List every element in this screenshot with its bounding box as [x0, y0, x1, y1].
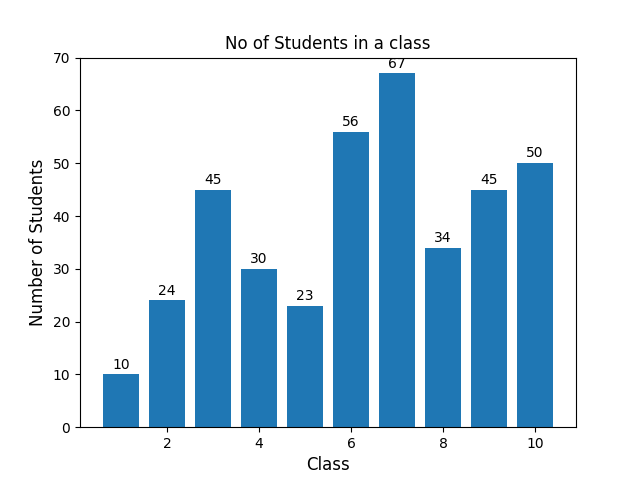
Text: 67: 67: [388, 57, 406, 71]
Bar: [516, 163, 554, 427]
Text: 34: 34: [435, 231, 452, 245]
Text: 10: 10: [112, 358, 130, 372]
Y-axis label: Number of Students: Number of Students: [29, 159, 47, 326]
Bar: [241, 269, 277, 427]
Bar: [470, 190, 508, 427]
Title: No of Students in a class: No of Students in a class: [225, 35, 431, 53]
Bar: [102, 374, 140, 427]
Text: 45: 45: [480, 173, 498, 187]
Text: 50: 50: [526, 146, 544, 160]
Bar: [148, 300, 186, 427]
Text: 30: 30: [250, 252, 268, 266]
Text: 56: 56: [342, 115, 360, 129]
Text: 24: 24: [158, 284, 176, 298]
X-axis label: Class: Class: [306, 456, 350, 474]
Text: 45: 45: [204, 173, 221, 187]
Bar: [333, 132, 369, 427]
Bar: [195, 190, 232, 427]
Bar: [379, 73, 415, 427]
Bar: [287, 306, 323, 427]
Text: 23: 23: [296, 289, 314, 303]
Bar: [424, 248, 461, 427]
